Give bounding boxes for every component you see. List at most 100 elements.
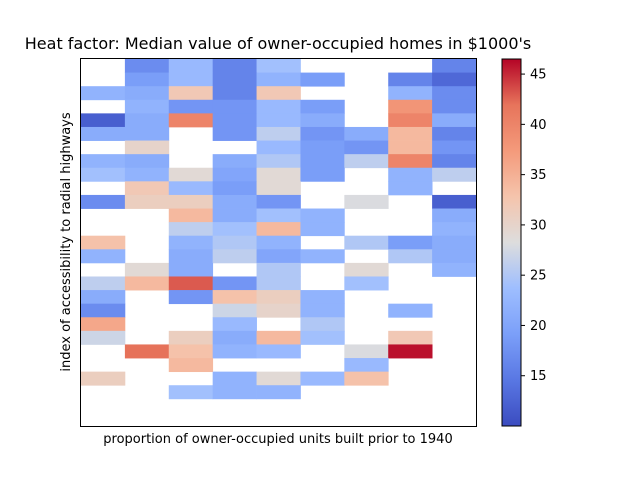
heatmap-cell <box>256 86 301 101</box>
heatmap-cell <box>344 235 389 250</box>
heatmap-cell <box>256 303 301 318</box>
heatmap-cell <box>256 181 301 196</box>
colorbar-tick-label: 25 <box>530 269 547 284</box>
heatmap-cell <box>388 303 433 318</box>
heatmap-cell <box>124 126 170 141</box>
heatmap-cell <box>81 86 126 101</box>
heatmap-cell <box>256 262 301 277</box>
heatmap-cell <box>388 154 433 169</box>
heatmap-cell <box>432 140 477 155</box>
heatmap-cell <box>300 113 345 128</box>
heatmap-cell <box>256 330 301 345</box>
heatmap-cell <box>432 59 477 73</box>
heatmap-cell <box>124 154 170 169</box>
heatmap-cell <box>81 249 126 264</box>
heatmap-cell <box>432 72 477 87</box>
heatmap-cell <box>124 344 170 359</box>
heatmap-cell <box>212 222 257 237</box>
heatmap-cell <box>168 194 214 209</box>
heatmap-cell <box>300 208 345 223</box>
heatmap-cell <box>256 208 301 223</box>
heatmap-cell <box>432 235 477 250</box>
heatmap-cell <box>168 358 214 373</box>
heatmap-cell <box>81 303 126 318</box>
heatmap-cell <box>388 167 433 182</box>
heatmap-cell <box>256 99 301 114</box>
colorbar-tick-label: 30 <box>530 218 547 233</box>
heatmap-cell <box>168 344 214 359</box>
heatmap-cell <box>344 126 389 141</box>
heatmap-cell <box>432 262 477 277</box>
heatmap-cell <box>256 126 301 141</box>
heatmap-cell <box>212 303 257 318</box>
heatmap-cell <box>81 317 126 332</box>
heatmap-cell <box>256 344 301 359</box>
heatmap-cell <box>124 113 170 128</box>
heatmap-cell <box>124 262 170 277</box>
heatmap-cell <box>344 371 389 386</box>
heatmap-cell <box>388 72 433 87</box>
heatmap-cell <box>432 194 477 209</box>
heatmap-cell <box>81 276 126 291</box>
heatmap-cell <box>124 181 170 196</box>
heatmap-cell <box>212 344 257 359</box>
heatmap-cell <box>212 86 257 101</box>
heatmap-cell <box>212 181 257 196</box>
heatmap-cell <box>388 99 433 114</box>
heatmap-cell <box>168 290 214 305</box>
heatmap-cell <box>124 86 170 101</box>
heatmap-cell <box>300 72 345 87</box>
heatmap-cell <box>256 276 301 291</box>
heatmap-cell <box>81 126 126 141</box>
heatmap-cell <box>212 208 257 223</box>
heatmap-cell <box>168 181 214 196</box>
heatmap-cell <box>432 167 477 182</box>
heatmap-cell <box>168 86 214 101</box>
heatmap-cell <box>212 385 257 400</box>
heatmap-cell <box>212 290 257 305</box>
heatmap-cell <box>300 290 345 305</box>
heatmap-cell <box>212 235 257 250</box>
heatmap-cell <box>124 99 170 114</box>
heatmap-cell <box>168 99 214 114</box>
heatmap-cell <box>432 126 477 141</box>
colorbar <box>501 58 522 427</box>
heatmap-cell <box>81 113 126 128</box>
heatmap-cell <box>300 99 345 114</box>
heatmap-cell <box>300 140 345 155</box>
heatmap-cell <box>212 330 257 345</box>
heatmap-cell <box>344 262 389 277</box>
heatmap-cell <box>124 276 170 291</box>
heatmap-cell <box>168 330 214 345</box>
colorbar-tick-label: 15 <box>530 369 547 384</box>
heatmap-cell <box>300 167 345 182</box>
heatmap-cell <box>81 290 126 305</box>
heatmap-cell <box>256 290 301 305</box>
heatmap-cell <box>124 140 170 155</box>
heatmap-cell <box>256 371 301 386</box>
heatmap-cell <box>344 276 389 291</box>
heatmap-cell <box>432 113 477 128</box>
colorbar-tick-label: 35 <box>530 168 547 183</box>
heatmap-cell <box>212 371 257 386</box>
heatmap-cell <box>300 154 345 169</box>
heatmap-cell <box>168 249 214 264</box>
heatmap-cells <box>81 59 477 400</box>
heatmap-cell <box>124 72 170 87</box>
heatmap-cell <box>124 167 170 182</box>
heatmap-cell <box>212 249 257 264</box>
heatmap-cell <box>432 86 477 101</box>
heatmap-cell <box>168 208 214 223</box>
heatmap-cell <box>212 317 257 332</box>
heatmap-cell <box>256 59 301 73</box>
heatmap-cell <box>388 140 433 155</box>
heatmap-cell <box>432 222 477 237</box>
colorbar-tick-label: 45 <box>530 68 547 83</box>
heatmap-cell <box>212 126 257 141</box>
heatmap-cell <box>256 72 301 87</box>
heatmap-cell <box>344 344 389 359</box>
heatmap-cell <box>256 235 301 250</box>
heatmap-cell <box>256 167 301 182</box>
heatmap-cell <box>300 303 345 318</box>
